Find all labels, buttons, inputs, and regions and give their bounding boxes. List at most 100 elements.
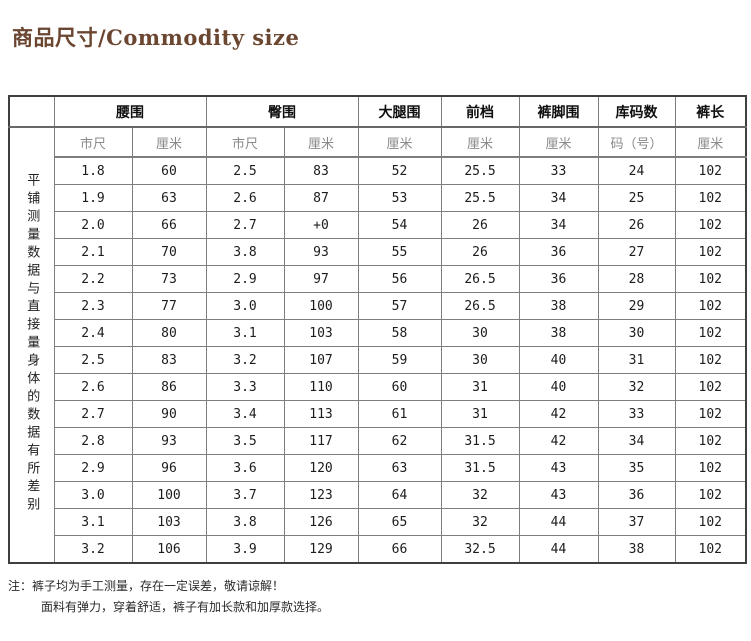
table-cell: 3.7 [205, 481, 285, 509]
table-cell: 31 [440, 373, 520, 401]
table-cell: 102 [674, 535, 747, 564]
table-cell: 62 [357, 427, 442, 455]
table-cell: 2.3 [53, 292, 133, 320]
table-cell: 63 [131, 184, 207, 212]
table-cell: 26 [440, 211, 520, 239]
size-table-body: 腰围 臀围 大腿围 前档 裤脚围 库码数 裤长 平铺测量数据与直接量身体的数据有… [8, 95, 747, 564]
col-group-pants-length: 裤长 [674, 95, 747, 128]
table-cell: 102 [674, 481, 747, 509]
table-cell: 34 [518, 211, 599, 239]
table-cell: 26 [440, 238, 520, 266]
table-cell: 36 [597, 481, 676, 509]
table-cell: 2.1 [53, 238, 133, 266]
table-cell: 3.4 [205, 400, 285, 428]
table-cell: 123 [283, 481, 359, 509]
table-cell: 102 [674, 238, 747, 266]
table-cell: 3.0 [205, 292, 285, 320]
table-cell: 33 [518, 156, 599, 185]
sub-header-thigh-cm: 厘米 [357, 126, 442, 158]
table-cell: 38 [518, 292, 599, 320]
table-row: 1.9 63 2.6 87 53 25.5 34 25 102 [9, 184, 747, 212]
table-cell: 2.5 [205, 156, 285, 185]
table-cell: 31 [597, 346, 676, 374]
footnote-prefix: 注： [8, 579, 33, 593]
table-cell: 3.8 [205, 238, 285, 266]
table-cell: 24 [597, 156, 676, 185]
table-cell: 31.5 [440, 454, 520, 482]
table-row: 3.1 103 3.8 126 65 32 44 37 102 [9, 508, 747, 536]
table-cell: 102 [674, 508, 747, 536]
table-cell: 32 [440, 508, 520, 536]
table-row: 3.2 106 3.9 129 66 32.5 44 38 102 [9, 535, 747, 564]
table-row: 2.2 73 2.9 97 56 26.5 36 28 102 [9, 265, 747, 293]
table-cell: 102 [674, 373, 747, 401]
col-group-leg-opening: 裤脚围 [518, 95, 599, 128]
table-cell: 30 [440, 319, 520, 347]
table-cell: 32 [440, 481, 520, 509]
table-cell: 42 [518, 400, 599, 428]
table-cell: 26 [597, 211, 676, 239]
table-cell: 26.5 [440, 292, 520, 320]
table-cell: 102 [674, 184, 747, 212]
table-cell: 73 [131, 265, 207, 293]
table-cell: 58 [357, 319, 442, 347]
table-cell: 126 [283, 508, 359, 536]
table-cell: 93 [131, 427, 207, 455]
sub-header-hip-cm: 厘米 [283, 126, 359, 158]
table-cell: 3.5 [205, 427, 285, 455]
table-cell: 100 [131, 481, 207, 509]
table-cell: 32.5 [440, 535, 520, 564]
table-cell: 38 [597, 535, 676, 564]
sub-header-leg-opening-cm: 厘米 [518, 126, 599, 158]
table-cell: 97 [283, 265, 359, 293]
sub-header-size-code: 码（号） [597, 126, 676, 158]
table-cell: 83 [131, 346, 207, 374]
table-cell: 36 [518, 238, 599, 266]
table-cell: 106 [131, 535, 207, 564]
table-cell: 64 [357, 481, 442, 509]
footnote-line-2: 面料有弹力，穿着舒适，裤子有加长款和加厚款选择。 [41, 600, 330, 614]
table-cell: 66 [131, 211, 207, 239]
table-cell: 66 [357, 535, 442, 564]
table-cell: 102 [674, 292, 747, 320]
side-note-cell: 平铺测量数据与直接量身体的数据有所差别 [8, 126, 55, 564]
footnote-line-1: 注：裤子均为手工测量，存在一定误差，敬请谅解！ [8, 576, 329, 597]
sub-header-waist-cm: 厘米 [131, 126, 207, 158]
table-cell: 3.2 [205, 346, 285, 374]
table-cell: 60 [357, 373, 442, 401]
table-cell: 53 [357, 184, 442, 212]
table-cell: 32 [597, 373, 676, 401]
sub-header-waist-shichi: 市尺 [53, 126, 133, 158]
table-cell: 3.3 [205, 373, 285, 401]
table-row: 2.1 70 3.8 93 55 26 36 27 102 [9, 238, 747, 266]
table-cell: 30 [440, 346, 520, 374]
page-title: 商品尺寸/Commodity size [12, 25, 300, 50]
table-cell: 36 [518, 265, 599, 293]
table-cell: 2.8 [53, 427, 133, 455]
col-group-front-rise: 前档 [440, 95, 520, 128]
table-cell: 2.0 [53, 211, 133, 239]
footnote-text-1: 裤子均为手工测量，存在一定误差，敬请谅解！ [32, 579, 285, 593]
table-cell: 102 [674, 156, 747, 185]
sub-header-hip-shichi: 市尺 [205, 126, 285, 158]
table-cell: 63 [357, 454, 442, 482]
table-row: 2.5 83 3.2 107 59 30 40 31 102 [9, 346, 747, 374]
table-row: 2.3 77 3.0 100 57 26.5 38 29 102 [9, 292, 747, 320]
table-cell: 28 [597, 265, 676, 293]
sub-header-front-rise-cm: 厘米 [440, 126, 520, 158]
table-cell: 34 [518, 184, 599, 212]
table-cell: 57 [357, 292, 442, 320]
table-cell: 44 [518, 508, 599, 536]
table-cell: 103 [283, 319, 359, 347]
table-cell: 65 [357, 508, 442, 536]
col-group-waist: 腰围 [53, 95, 207, 128]
table-cell: 25 [597, 184, 676, 212]
table-cell: 102 [674, 346, 747, 374]
table-row: 2.0 66 2.7 +0 54 26 34 26 102 [9, 211, 747, 239]
table-cell: 31.5 [440, 427, 520, 455]
table-cell: 100 [283, 292, 359, 320]
table-cell: 1.8 [53, 156, 133, 185]
table-cell: 3.0 [53, 481, 133, 509]
footnotes: 注：裤子均为手工测量，存在一定误差，敬请谅解！ 面料有弹力，穿着舒适，裤子有加长… [8, 576, 329, 618]
table-row: 1.8 60 2.5 83 52 25.5 33 24 102 [9, 156, 747, 185]
